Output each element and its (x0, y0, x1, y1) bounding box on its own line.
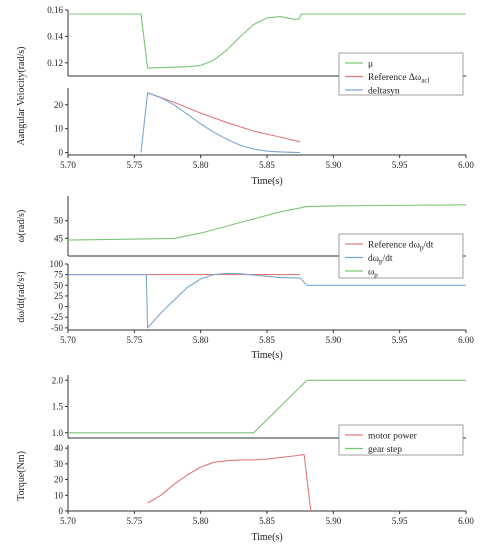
series-line-mu (68, 13, 466, 69)
y-tick-label: -25 (51, 312, 63, 322)
x-tick-label: 5.75 (126, 516, 142, 526)
y-tick-label: 1.5 (52, 402, 64, 412)
y-tick-label: -50 (51, 323, 63, 333)
x-tick-label: 5.80 (193, 516, 209, 526)
legend-label-mu: μ (368, 60, 373, 70)
y-tick-label: 40 (54, 443, 64, 453)
x-tick-label: 5.70 (60, 335, 76, 345)
y-tick-label: 20 (54, 475, 64, 485)
x-tick-label: 5.95 (392, 335, 408, 345)
y-axis-label: dω/dt(rad/s²) (16, 271, 27, 322)
x-axis-label: Time(s) (251, 532, 282, 543)
legend-label-motor: motor power (368, 432, 418, 442)
chart-3: 1.0 1.5 2.0 0 10 20 30 40 5.70 5.75 5.80 5.85 5.90 5.… (16, 375, 474, 543)
y-tick-label: 75 (54, 270, 64, 280)
y-tick-label: 50 (54, 280, 64, 290)
legend-box (338, 52, 464, 96)
y-tick-label: 50 (54, 216, 64, 226)
chart-1: 0.12 0.14 0.16 0 10 20 5.70 5.75 5.80 5.85 5.90 5.9… (16, 5, 474, 187)
x-tick-label: 5.80 (193, 335, 209, 345)
series-line-motor (147, 453, 312, 512)
y-tick-label: 0.16 (47, 5, 63, 15)
chart-3-panel-2: 0 10 20 30 40 5.70 5.75 5.80 5.85 5.90 5.95 6.00 (54, 443, 474, 526)
legend-box (338, 424, 464, 456)
legend-label-gear: gear step (368, 445, 402, 455)
x-tick-label: 5.75 (126, 160, 142, 170)
legend-label-delta: deltasyn (368, 87, 400, 97)
legend-label-refdw: Reference dωp/dt (368, 240, 434, 253)
y-tick-label: 10 (54, 490, 64, 500)
x-axis-label: Time(s) (251, 176, 282, 187)
x-tick-label: 5.85 (259, 160, 275, 170)
x-tick-label: 5.95 (392, 160, 408, 170)
y-tick-label: 0 (59, 302, 64, 312)
chart-1-panel-2: 0 10 20 5.70 5.75 5.80 5.85 5.90 5.95 6.00 (54, 88, 474, 170)
x-tick-label: 5.70 (60, 160, 76, 170)
legend: motor power gear step (338, 424, 464, 456)
series-line-ref (147, 92, 301, 143)
x-tick-label: 5.70 (60, 516, 76, 526)
legend-label-ref: Reference Δωacl (368, 72, 429, 85)
series-line-dw (68, 272, 466, 329)
legend-label-wp: ωp (368, 268, 378, 280)
x-tick-label: 6.00 (458, 516, 474, 526)
x-axis-label: Time(s) (251, 350, 282, 361)
y-tick-label: 30 (54, 459, 64, 469)
y-tick-label: 100 (50, 259, 64, 269)
y-axis-label: ω(rad/s) (16, 210, 27, 243)
legend: μ Reference Δωacl deltasyn (338, 52, 464, 97)
y-tick-label: 45 (54, 233, 64, 243)
y-axis-label: Torque(Nm) (16, 451, 27, 501)
x-tick-label: 5.95 (392, 516, 408, 526)
y-tick-label: 1.0 (52, 428, 64, 438)
x-tick-label: 5.90 (325, 335, 341, 345)
y-tick-label: 10 (54, 124, 64, 134)
x-tick-label: 5.85 (259, 335, 275, 345)
x-tick-label: 5.75 (126, 335, 142, 345)
y-tick-label: 20 (54, 100, 64, 110)
y-tick-label: 2.0 (52, 375, 64, 385)
y-tick-label: 0.14 (47, 31, 63, 41)
series-line-wp (67, 204, 467, 241)
x-tick-label: 6.00 (458, 335, 474, 345)
x-tick-label: 5.90 (325, 160, 341, 170)
legend-label-dw: dωp/dt (368, 254, 393, 266)
series-line-delta (140, 92, 301, 154)
y-tick-label: 0 (59, 148, 64, 158)
y-tick-label: 0.12 (47, 58, 63, 68)
series-line-gear (68, 379, 466, 434)
y-tick-label: 0 (59, 506, 64, 516)
x-tick-label: 5.90 (325, 516, 341, 526)
y-tick-label: 25 (54, 291, 64, 301)
x-tick-label: 6.00 (458, 160, 474, 170)
x-tick-label: 5.85 (259, 516, 275, 526)
x-tick-label: 5.80 (193, 160, 209, 170)
y-axis-label: Aangular Velocity(rad/s) (16, 47, 27, 146)
